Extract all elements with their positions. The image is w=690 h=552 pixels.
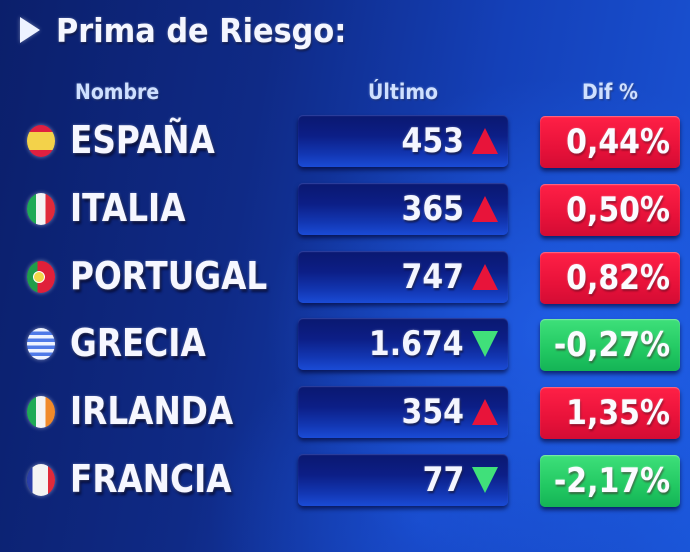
down-triangle-icon (472, 467, 498, 493)
portugal-flag-icon (27, 261, 55, 293)
last-value-box: 1.674 (298, 318, 508, 370)
country-name: ITALIA (70, 186, 186, 230)
panel-title: Prima de Riesgo: (20, 8, 372, 52)
diff-badge: 0,82% (540, 252, 680, 304)
diff-badge: 0,50% (540, 184, 680, 236)
table-row-francia: FRANCIA 77 -2,17% (0, 452, 690, 507)
diff-value: 1,35% (566, 393, 670, 433)
last-value-box: 365 (298, 183, 508, 235)
diff-value: 0,44% (566, 122, 670, 162)
up-triangle-icon (472, 196, 498, 222)
country-name: FRANCIA (70, 457, 232, 501)
last-value-box: 77 (298, 454, 508, 506)
diff-value: -0,27% (553, 325, 670, 365)
italy-flag-icon (27, 193, 55, 225)
play-triangle-icon (20, 17, 40, 43)
last-value: 77 (422, 460, 464, 500)
country-name: GRECIA (70, 321, 206, 365)
last-value-box: 453 (298, 115, 508, 167)
country-name: ESPAÑA (70, 118, 215, 162)
last-value: 453 (401, 121, 464, 161)
spain-flag-icon (27, 125, 55, 157)
country-name: PORTUGAL (70, 254, 268, 298)
diff-value: 0,50% (566, 190, 670, 230)
diff-badge: 1,35% (540, 387, 680, 439)
greece-flag-icon (27, 328, 55, 360)
last-value: 1.674 (369, 324, 464, 364)
table-row-portugal: PORTUGAL 747 0,82% (0, 249, 690, 304)
up-triangle-icon (472, 399, 498, 425)
france-flag-icon (27, 464, 55, 496)
up-triangle-icon (472, 128, 498, 154)
diff-badge: 0,44% (540, 116, 680, 168)
title-text: Prima de Riesgo: (56, 10, 347, 50)
table-row-irlanda: IRLANDA 354 1,35% (0, 384, 690, 439)
diff-badge: -0,27% (540, 319, 680, 371)
column-header-name: Nombre (75, 80, 160, 104)
table-row-espana: ESPAÑA 453 0,44% (0, 113, 690, 168)
table-row-italia: ITALIA 365 0,50% (0, 181, 690, 236)
up-triangle-icon (472, 264, 498, 290)
diff-badge: -2,17% (540, 455, 680, 507)
diff-value: 0,82% (566, 258, 670, 298)
last-value: 747 (401, 257, 464, 297)
last-value: 365 (401, 189, 464, 229)
diff-value: -2,17% (553, 461, 670, 501)
last-value-box: 354 (298, 386, 508, 438)
down-triangle-icon (472, 331, 498, 357)
column-header-last: Último (368, 80, 439, 104)
ireland-flag-icon (27, 396, 55, 428)
column-header-diff: Dif % (582, 80, 638, 104)
table-row-grecia: GRECIA 1.674 -0,27% (0, 316, 690, 371)
last-value: 354 (401, 392, 464, 432)
last-value-box: 747 (298, 251, 508, 303)
country-name: IRLANDA (70, 389, 234, 433)
